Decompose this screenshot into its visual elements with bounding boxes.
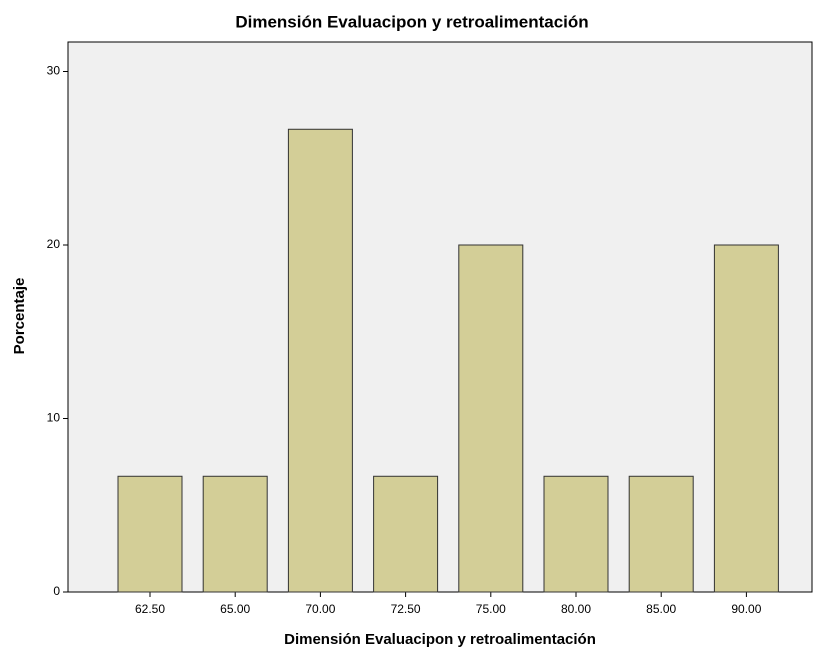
- x-tick-label: 62.50: [135, 602, 165, 616]
- x-tick-label: 65.00: [220, 602, 250, 616]
- bar: [287, 128, 353, 593]
- bar: [202, 475, 268, 593]
- y-tick-label: 20: [47, 237, 61, 251]
- x-tick-label: 80.00: [561, 602, 591, 616]
- y-axis-title: Porcentaje: [11, 278, 28, 355]
- x-tick-label: 70.00: [305, 602, 335, 616]
- bar: [117, 475, 183, 593]
- bar: [628, 475, 694, 593]
- bar: [543, 475, 609, 593]
- y-tick-label: 10: [47, 411, 61, 425]
- bar: [458, 244, 524, 593]
- x-tick-label: 85.00: [646, 602, 676, 616]
- bar: [713, 244, 779, 593]
- y-tick-label: 30: [47, 64, 61, 78]
- bar: [373, 475, 439, 593]
- x-tick-label: 90.00: [731, 602, 761, 616]
- y-tick-label: 0: [53, 584, 60, 598]
- chart-title: Dimensión Evaluacipon y retroalimentació…: [235, 12, 588, 31]
- x-axis-title: Dimensión Evaluacipon y retroalimentació…: [284, 631, 596, 648]
- x-tick-label: 72.50: [391, 602, 421, 616]
- x-tick-label: 75.00: [476, 602, 506, 616]
